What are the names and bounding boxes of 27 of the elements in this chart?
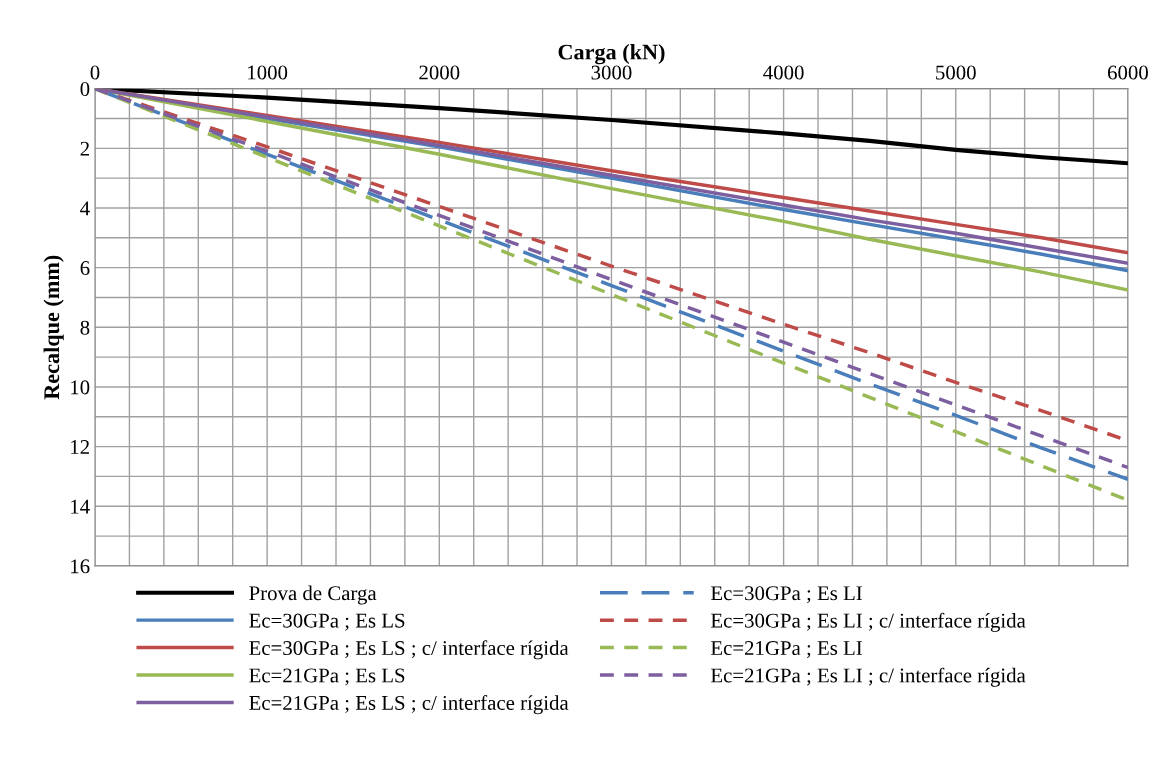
y-tick-label: 10 xyxy=(71,380,90,395)
x-tick-label: 3000 xyxy=(591,65,632,80)
y-tick-label: 2 xyxy=(80,141,89,156)
y-tick-label: 16 xyxy=(71,559,90,574)
x-tick-label: 2000 xyxy=(419,65,460,80)
y-tick-label: 14 xyxy=(71,499,90,514)
y-tick-label: 8 xyxy=(80,320,90,335)
x-tick-label: 4000 xyxy=(763,65,804,80)
y-tick-label: 0 xyxy=(80,82,90,97)
x-tick-label: 6000 xyxy=(1107,65,1148,80)
legend-label: Ec=21GPa ; Es LS xyxy=(249,668,405,686)
x-tick-label: 0 xyxy=(90,65,100,80)
legend-label: Ec=21GPa ; Es LI xyxy=(710,641,862,659)
legend-label: Ec=30GPa ; Es LI xyxy=(710,586,862,604)
legend-label: Ec=21GPa ; Es LI ; c/ interface rígida xyxy=(710,667,1026,687)
y-tick-label: 6 xyxy=(80,261,90,276)
y-tick-label: 4 xyxy=(80,201,90,216)
legend-label: Prova de Carga xyxy=(249,585,377,605)
x-tick-label: 1000 xyxy=(248,65,288,80)
y-axis-title: Recalque (mm) xyxy=(43,255,64,400)
x-tick-label: 5000 xyxy=(936,65,976,80)
legend-label: Ec=30GPa ; Es LI ; c/ interface rígida xyxy=(710,612,1026,632)
y-tick-label: 12 xyxy=(71,440,89,454)
legend-label: Ec=30GPa ; Es LS xyxy=(249,613,405,631)
x-axis-title: Carga (kN) xyxy=(558,43,665,65)
legend-label: Ec=30GPa ; Es LS ; c/ interface rígida xyxy=(249,640,569,660)
legend-label: Ec=21GPa ; Es LS ; c/ interface rígida xyxy=(249,695,569,715)
